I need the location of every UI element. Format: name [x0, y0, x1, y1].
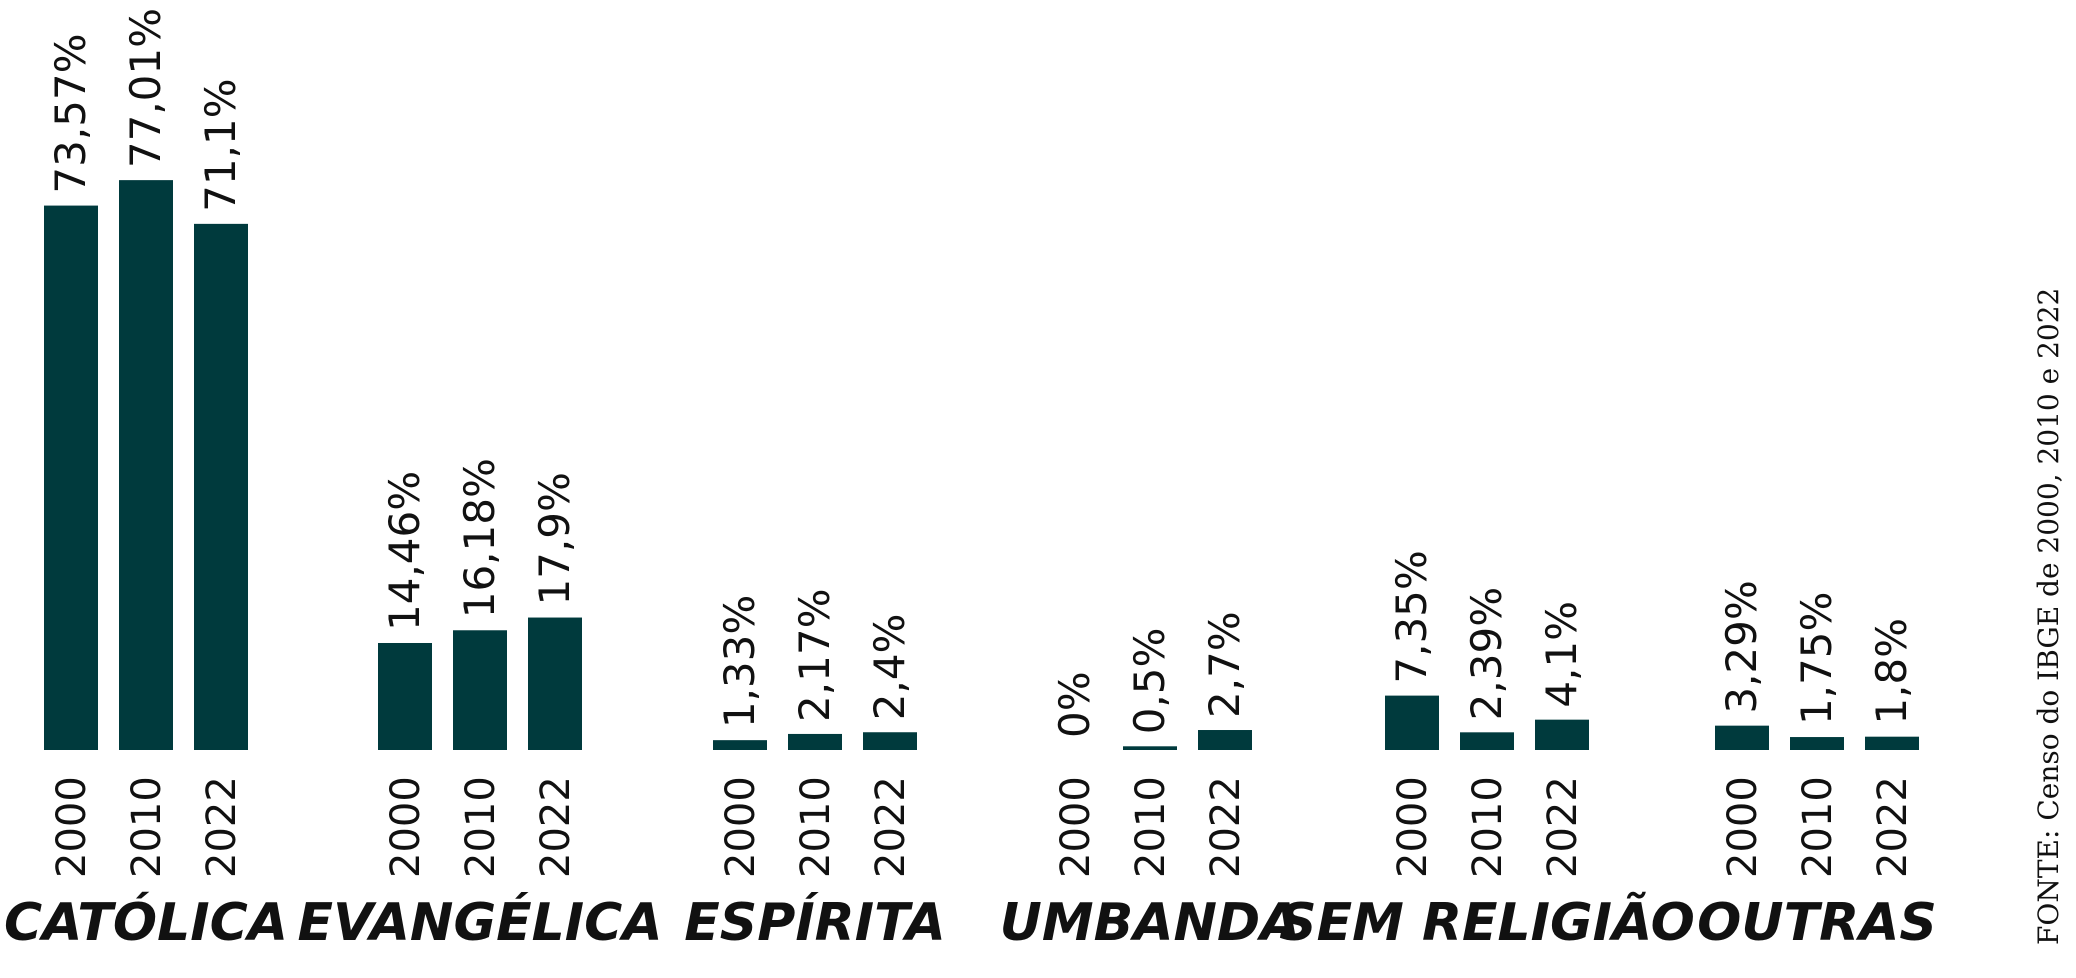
source-note: FONTE: Censo do IBGE de 2000, 2010 e 202…	[2032, 288, 2065, 945]
value-label: 14,46%	[380, 471, 429, 631]
year-label: 2022	[1203, 776, 1249, 878]
category-label: OUTRAS	[1697, 893, 1937, 953]
year-labels-layer: 2000 2010 2022 2000 2010 2022 2000 2010 2022 2000…	[49, 776, 1916, 878]
year-label: 2000	[49, 776, 95, 878]
value-label: 71,1%	[196, 78, 245, 211]
bar	[1790, 737, 1844, 750]
bar	[44, 205, 98, 750]
year-label: 2022	[1870, 776, 1916, 878]
year-label: 2022	[1540, 776, 1586, 878]
bar	[1715, 725, 1769, 750]
value-label: 4,1%	[1537, 601, 1586, 708]
year-label: 2000	[383, 776, 429, 878]
bar	[1198, 730, 1252, 750]
year-label: 2010	[124, 776, 170, 878]
category-label: SEM RELIGIÃO	[1279, 892, 1695, 953]
value-label: 1,8%	[1867, 618, 1916, 725]
year-label: 2000	[1390, 776, 1436, 878]
value-label: 0,5%	[1125, 628, 1174, 735]
category-label: CATÓLICA	[4, 891, 288, 953]
value-label: 0%	[1050, 671, 1099, 738]
bar	[119, 180, 173, 751]
bar	[1385, 695, 1439, 750]
year-label: 2000	[1053, 776, 1099, 878]
bar	[453, 630, 507, 750]
year-label: 2010	[458, 776, 504, 878]
year-label: 2000	[718, 776, 764, 878]
bars-layer	[44, 180, 1919, 751]
year-label: 2010	[1128, 776, 1174, 878]
year-label: 2000	[1720, 776, 1766, 878]
bar	[528, 617, 582, 750]
year-label: 2022	[868, 776, 914, 878]
value-label: 3,29%	[1717, 580, 1766, 713]
bar	[194, 223, 248, 751]
value-label: 2,7%	[1200, 611, 1249, 718]
category-label: ESPÍRITA	[684, 892, 946, 953]
category-label: EVANGÉLICA	[297, 892, 662, 953]
bar	[1460, 732, 1514, 750]
value-label: 2,4%	[865, 614, 914, 721]
value-label: 17,9%	[530, 472, 579, 605]
value-labels-layer: 73,57% 77,01% 71,1% 14,46% 16,18% 17,9% 1,33% 2…	[46, 8, 1916, 738]
bar	[788, 733, 842, 750]
bar	[713, 740, 767, 750]
value-label: 16,18%	[455, 458, 504, 618]
year-label: 2010	[793, 776, 839, 878]
value-label: 2,39%	[1462, 587, 1511, 720]
bar	[1535, 719, 1589, 750]
value-label: 77,01%	[121, 8, 170, 168]
year-label: 2010	[1465, 776, 1511, 878]
bar	[1865, 736, 1919, 750]
year-label: 2022	[533, 776, 579, 878]
bar	[863, 732, 917, 750]
bar	[1123, 746, 1177, 750]
value-label: 1,33%	[715, 595, 764, 728]
value-label: 73,57%	[46, 33, 95, 193]
year-label: 2010	[1795, 776, 1841, 878]
bar	[378, 642, 432, 750]
category-label: UMBANDA	[1000, 893, 1301, 953]
value-label: 2,17%	[790, 589, 839, 722]
value-label: 7,35%	[1387, 550, 1436, 683]
year-label: 2022	[199, 776, 245, 878]
value-label: 1,75%	[1792, 592, 1841, 725]
